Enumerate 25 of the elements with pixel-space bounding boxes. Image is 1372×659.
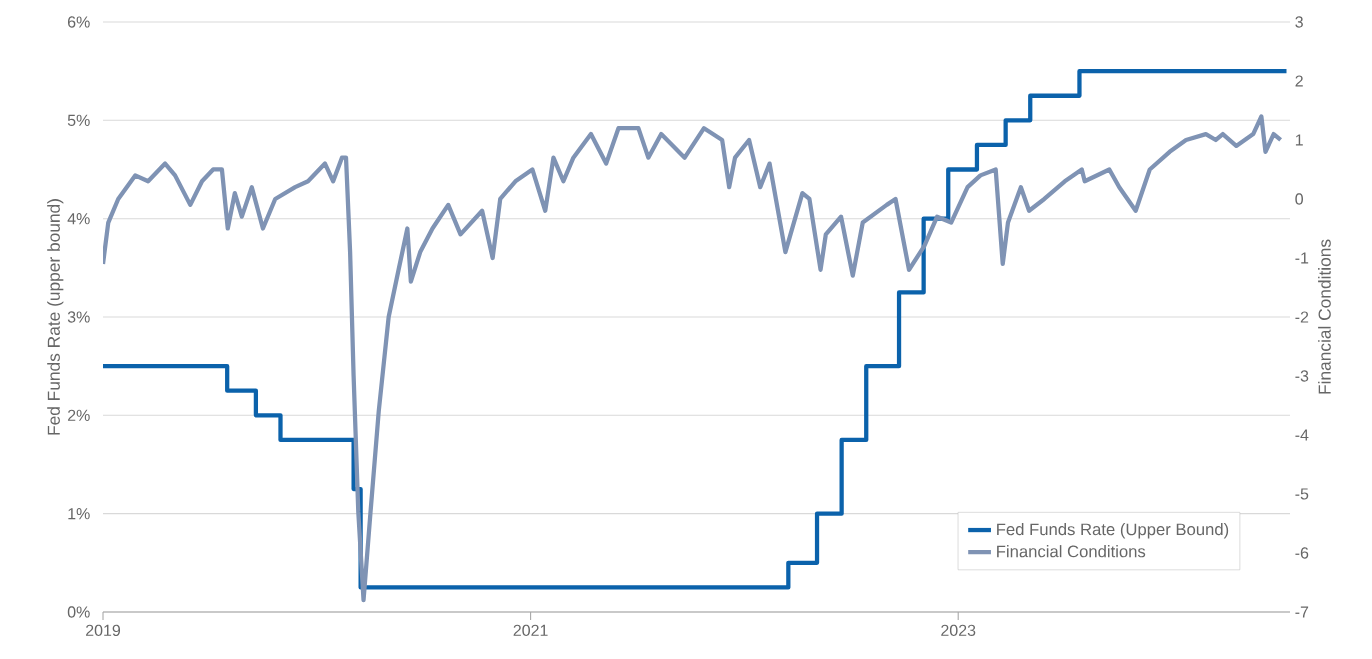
y-tick-label: 3% (67, 311, 90, 323)
legend-label: Financial Conditions (997, 545, 1146, 558)
y2-tick-label: 0 (1295, 193, 1303, 205)
y2-tick-label: -2 (1295, 311, 1309, 323)
y2-tick-label: -3 (1295, 370, 1309, 382)
y-tick-label: 0% (67, 606, 90, 618)
y-tick-label: 6% (68, 16, 90, 28)
y2-tick-label: 1 (1295, 134, 1303, 146)
y2-axis-title: Financial Conditions (1318, 239, 1331, 394)
x-tick-label: 2019 (86, 624, 121, 637)
y2-tick-label: -6 (1295, 547, 1309, 559)
y2-tick-label: 3 (1295, 16, 1303, 28)
y2-tick-label: -4 (1295, 429, 1309, 441)
y-tick-label: 4% (67, 213, 90, 225)
y2-tick-label: -1 (1295, 252, 1309, 264)
y-tick-label: 1% (68, 508, 90, 520)
y-tick-label: 5% (67, 114, 90, 126)
legend-label: Fed Funds Rate (Upper Bound) (997, 523, 1229, 539)
y2-tick-label: -5 (1295, 488, 1309, 500)
y2-tick-label: -7 (1295, 606, 1309, 618)
y-tick-label: 2% (67, 409, 90, 421)
y2-tick-label: 2 (1295, 75, 1303, 87)
x-tick-label: 2021 (513, 624, 548, 637)
y-axis-title: Fed Funds Rate (upper bound) (47, 199, 64, 435)
x-tick-label: 2023 (941, 624, 976, 637)
